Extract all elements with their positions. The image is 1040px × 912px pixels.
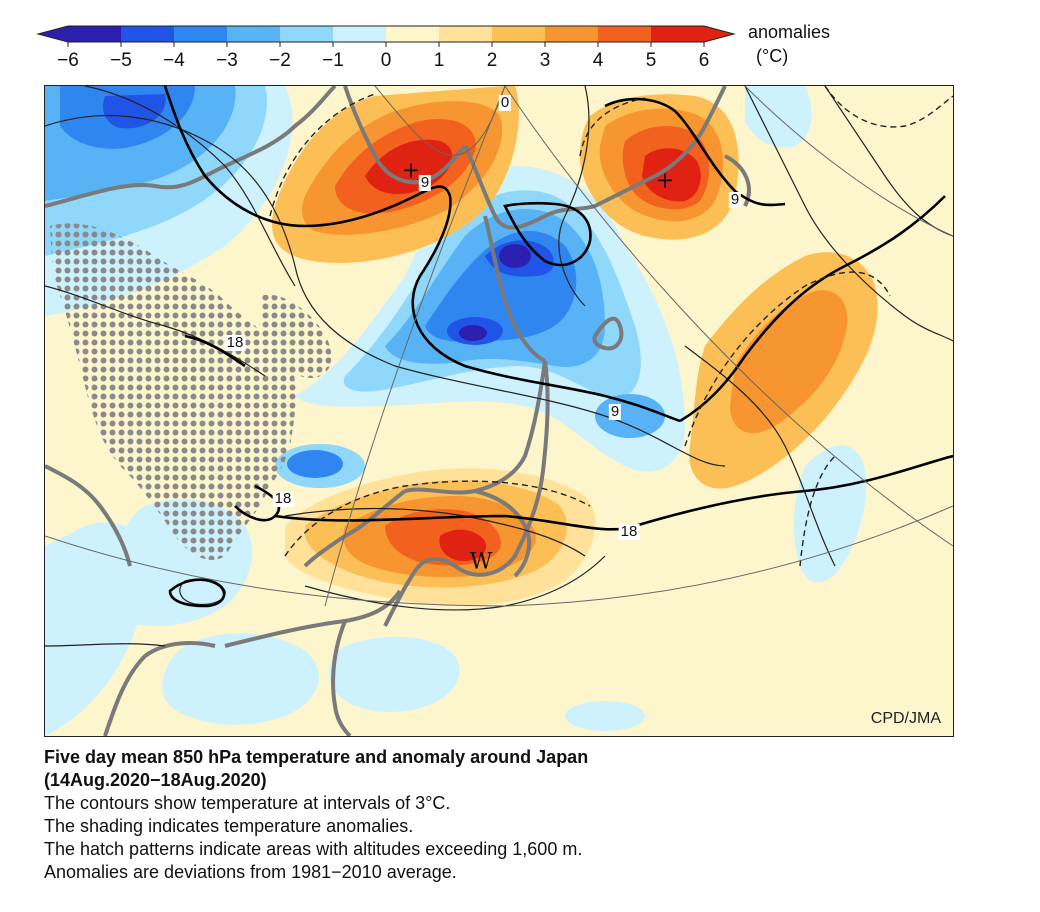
colorbar-tick: 0	[380, 50, 392, 71]
warm-center-mark: W	[469, 549, 493, 575]
colorbar-tick: −1	[322, 50, 344, 71]
colorbar-unit: (°C)	[756, 46, 789, 66]
contour-label: 18	[618, 523, 640, 540]
colorbar-swatch	[545, 26, 598, 42]
colorbar-swatch	[174, 26, 227, 42]
temperature-contours-bold	[163, 86, 953, 608]
colorbar-tick: 5	[645, 50, 657, 71]
contour-label: 18	[224, 334, 246, 351]
anomaly-zero-contours	[269, 86, 953, 567]
high-terrain-hatch	[259, 294, 332, 378]
colorbar-tick: −6	[57, 50, 79, 71]
colorbar-swatch	[280, 26, 333, 42]
contour-label: 18	[272, 490, 294, 507]
colorbar: −6 −5 −4 −3 −2 −1 0 1 2 3 4 5 6 anomalie…	[36, 20, 830, 80]
credit-label: CPD/JMA	[870, 710, 941, 727]
colorbar-swatch	[598, 26, 651, 42]
contour-label: 9	[728, 191, 742, 208]
map-canvas	[45, 86, 953, 736]
colorbar-tick: 4	[592, 50, 604, 71]
colorbar-swatch	[227, 26, 280, 42]
colorbar-tick: 2	[486, 50, 498, 71]
warm-center-mark: +	[401, 158, 421, 184]
anomaly-map: 0 9 9 18 9 18 18 + + W CPD/JMA	[44, 85, 954, 737]
warm-center-mark: +	[655, 168, 675, 194]
contour-label: 9	[418, 174, 432, 191]
caption-line: The hatch patterns indicate areas with a…	[44, 839, 583, 859]
high-terrain-hatch	[50, 223, 296, 560]
colorbar-tick: −3	[216, 50, 238, 71]
colorbar-tick: −5	[110, 50, 132, 71]
caption-period: (14Aug.2020−18Aug.2020)	[44, 770, 267, 790]
caption-title: Five day mean 850 hPa temperature and an…	[44, 747, 589, 767]
contour-label: 9	[608, 403, 622, 420]
colorbar-swatch	[439, 26, 492, 42]
coastlines	[45, 86, 751, 736]
colorbar-swatch	[121, 26, 174, 42]
caption: Five day mean 850 hPa temperature and an…	[44, 746, 924, 884]
colorbar-tick: 1	[433, 50, 445, 71]
colorbar-tick: −4	[163, 50, 185, 71]
graticule	[45, 86, 953, 607]
colorbar-tick: 6	[698, 50, 710, 71]
colorbar-max-arrow	[704, 26, 734, 42]
colorbar-swatch	[492, 26, 545, 42]
colorbar-tick: −2	[269, 50, 291, 71]
caption-line: The contours show temperature at interva…	[44, 793, 451, 813]
colorbar-title: anomalies	[748, 22, 831, 42]
colorbar-min-arrow	[38, 26, 68, 42]
colorbar-swatch	[386, 26, 439, 42]
colorbar-swatch	[68, 26, 121, 42]
colorbar-tick: 3	[539, 50, 551, 71]
contour-label: 0	[498, 94, 512, 111]
colorbar-scale	[36, 25, 736, 47]
caption-line: The shading indicates temperature anomal…	[44, 816, 414, 836]
caption-line: Anomalies are deviations from 1981−2010 …	[44, 862, 457, 882]
colorbar-swatch	[651, 26, 704, 42]
colorbar-swatch	[333, 26, 386, 42]
anomaly-shading	[45, 86, 878, 736]
